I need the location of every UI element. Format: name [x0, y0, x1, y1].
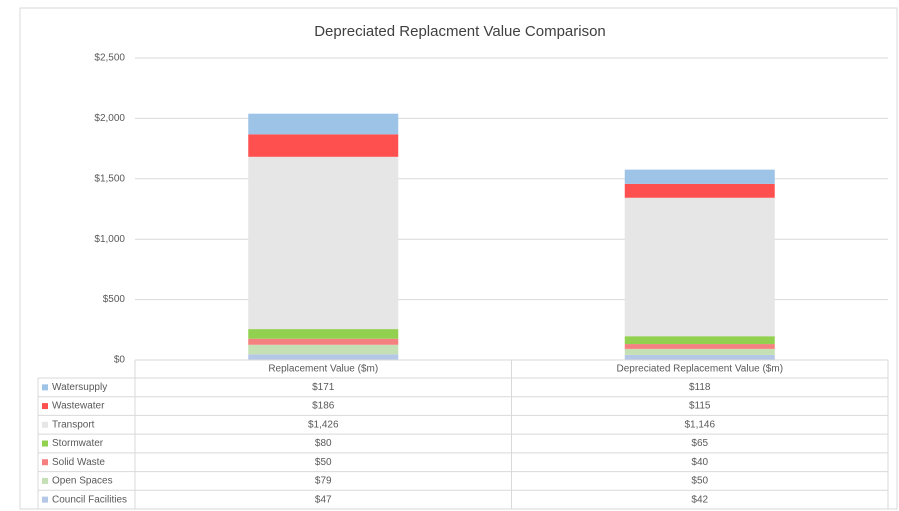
- legend-label: Transport: [52, 419, 95, 430]
- y-tick-label: $0: [114, 355, 126, 366]
- bar-segment: [624, 348, 775, 355]
- table-cell: $115: [689, 401, 711, 412]
- table-header: Replacement Value ($m): [268, 364, 378, 375]
- table-cell: $1,426: [308, 419, 339, 430]
- y-tick-label: $2,500: [94, 53, 125, 64]
- bar-segment: [624, 197, 775, 337]
- legend-label: Watersupply: [52, 382, 107, 393]
- y-tick-label: $2,000: [94, 113, 125, 124]
- table-cell: $80: [315, 438, 332, 449]
- legend-label: Wastewater: [52, 401, 105, 412]
- table-cell: $40: [691, 457, 708, 468]
- legend-swatch: [42, 440, 48, 447]
- y-tick-label: $1,000: [94, 234, 125, 245]
- bar-segment: [624, 344, 775, 349]
- legend-swatch: [42, 459, 48, 466]
- legend-label: Stormwater: [52, 438, 104, 449]
- bar-segment: [248, 338, 399, 345]
- table-cell: $1,146: [684, 419, 715, 430]
- bar-segment: [248, 344, 399, 355]
- bar-segment: [248, 113, 399, 135]
- bar-segment: [248, 156, 399, 330]
- table-cell: $65: [691, 438, 708, 449]
- table-cell: $47: [315, 494, 332, 505]
- legend-swatch: [42, 421, 48, 428]
- bar-segment: [248, 329, 399, 339]
- table-cell: $50: [691, 476, 708, 487]
- legend-label: Solid Waste: [52, 457, 105, 468]
- bar-segment: [248, 354, 399, 360]
- legend-swatch: [42, 384, 48, 391]
- table-cell: $186: [312, 401, 335, 412]
- bar-segment: [624, 169, 775, 184]
- legend-swatch: [42, 403, 48, 410]
- bar-segment: [248, 134, 399, 157]
- table-cell: $50: [315, 457, 332, 468]
- bar-segment: [624, 183, 775, 198]
- chart-title: Depreciated Replacment Value Comparison: [314, 23, 606, 40]
- table-cell: $79: [315, 476, 332, 487]
- legend-swatch: [42, 477, 48, 484]
- y-tick-label: $1,500: [94, 173, 125, 184]
- y-tick-label: $500: [103, 294, 126, 305]
- legend-label: Open Spaces: [52, 476, 113, 487]
- table-cell: $42: [691, 494, 708, 505]
- bar-segment: [624, 336, 775, 345]
- table-header: Depreciated Replacement Value ($m): [616, 364, 783, 375]
- table-cell: $118: [689, 382, 711, 393]
- legend-swatch: [42, 496, 48, 503]
- table-cell: $171: [312, 382, 335, 393]
- legend-label: Council Facilities: [52, 494, 127, 505]
- bar-segment: [624, 354, 775, 360]
